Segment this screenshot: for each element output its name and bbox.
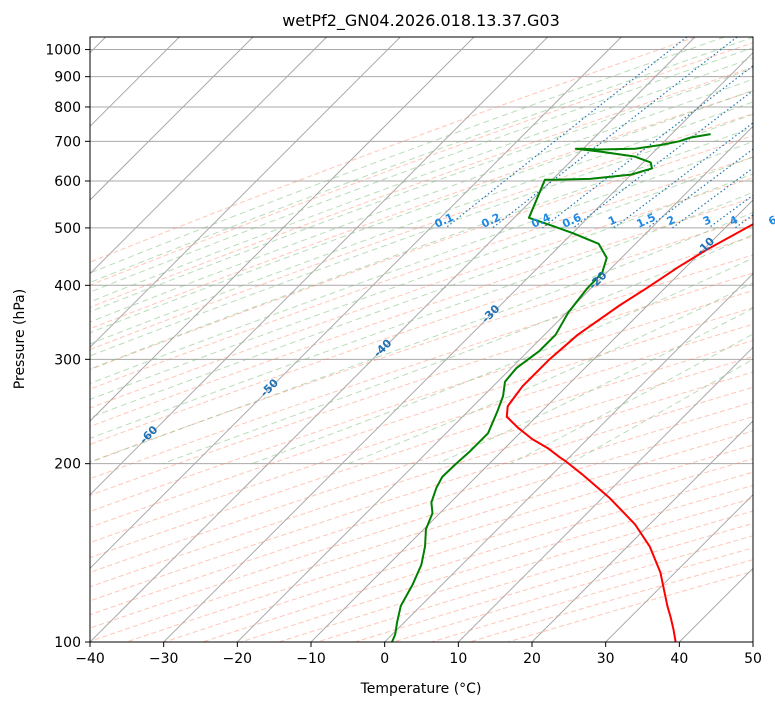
isotherm-line [163,51,753,642]
y-tick-label: 500 [54,221,81,237]
dry-adiabat-line [90,135,753,371]
y-axis-label: Pressure (hPa) [12,289,28,389]
y-tick-label: 400 [54,278,81,294]
isotherm-line [90,37,622,570]
moist-adiabat-line [90,89,753,334]
isotherm-line [236,125,753,642]
dry-adiabat-line [126,444,753,642]
dry-adiabat-line [90,323,753,544]
x-tick-label: 30 [597,651,615,667]
dry-adiabat-line [90,113,753,351]
moist-adiabat-line [90,37,753,284]
y-tick-label: 800 [54,100,81,116]
isotherm-line [90,37,401,349]
moist-adiabat-line [90,37,725,274]
moist-adiabat-line [90,47,753,293]
moist-adiabat-line [90,78,753,323]
moist-adiabat-line [90,57,753,303]
dry-adiabat-line [202,471,753,642]
mixing-ratio-label: 6 [766,213,775,228]
mixing-ratio-line [445,37,688,229]
x-tick-label: 40 [670,651,688,667]
x-axis-label: Temperature (°C) [360,681,482,697]
mixing-ratio-line [672,167,753,229]
background-lines [90,37,753,642]
moist-adiabat-line [90,156,753,401]
x-tick-label: −20 [223,651,253,667]
dry-adiabat-line [90,197,753,428]
y-tick-label: 1000 [45,43,81,59]
y-tick-label: 200 [54,457,81,473]
moist-adiabat-line [90,191,753,439]
dry-adiabat-line [90,235,753,463]
moist-adiabat-line [162,233,753,465]
mixing-ratio-line [613,122,753,229]
mixing-ratio-line [542,65,753,229]
dry-adiabat-line [90,289,753,513]
isotherm-line [90,37,328,275]
dry-adiabat-line [90,416,753,629]
x-tick-label: 0 [380,651,389,667]
isotherm-line [384,272,753,642]
y-tick-label: 300 [54,352,81,368]
x-tick-label: −40 [75,651,105,667]
plot-frame [89,36,754,643]
isotherm-line [90,37,254,201]
moist-adiabat-line [90,67,753,313]
isotherm-line [310,199,753,642]
moist-adiabat-line [90,101,753,345]
isotherm-line [90,37,696,642]
moist-adiabat-line [90,212,753,463]
x-tick-label: 50 [744,651,762,667]
isotherm-line [752,641,753,642]
plot-background [90,37,753,642]
isotherm-line [531,420,753,642]
isotherm-line [605,493,753,642]
isotherm-line [457,346,753,642]
series-layer [391,133,753,642]
moist-adiabat-line [90,173,753,419]
dry-adiabat-line [90,42,753,286]
moist-adiabat-line [510,333,753,465]
x-tick-label: −10 [296,651,326,667]
temperature-line [505,223,753,642]
dry-adiabat-line [90,340,753,559]
dry-adiabat-line [90,430,753,642]
y-tick-label: 700 [54,134,81,150]
ticks-layer: −40 −30 −20 −10 0 10 20 30 40 50 1000 900 800 700 600 5… [45,43,762,667]
dewpoint-line [391,133,711,642]
y-tick-label: 600 [54,174,81,190]
dry-adiabat-line [393,535,753,642]
y-tick-label: 900 [54,70,81,86]
moist-adiabat-line [90,113,753,357]
dry-adiabat-line [164,458,753,642]
isotherm-line [90,37,475,422]
y-tick-label: 100 [54,635,81,651]
dry-adiabat-line [90,272,753,496]
isotherm-line [90,37,549,496]
dry-adiabat-line [90,90,753,330]
x-tick-label: 20 [523,651,541,667]
dry-adiabat-line [90,37,696,263]
moist-adiabat-line [569,358,753,465]
x-tick-label: −30 [149,651,179,667]
dry-adiabat-line [90,66,753,308]
dry-adiabat-line [90,156,753,390]
chart-title: wetPf2_GN04.2026.018.13.37.G03 [282,11,560,31]
dry-adiabat-line [90,355,753,573]
x-tick-label: 10 [449,651,467,667]
